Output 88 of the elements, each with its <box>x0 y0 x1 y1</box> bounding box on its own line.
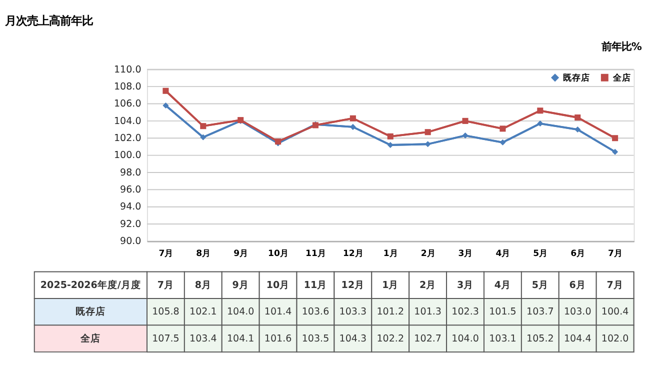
y-tick-label: 108.0 <box>114 81 142 92</box>
x-tick-label: 8月 <box>196 248 212 259</box>
data-label: 101.6 <box>264 333 292 344</box>
point <box>574 114 581 121</box>
data-label: 104.0 <box>452 333 479 344</box>
data-label: 103.6 <box>302 306 330 318</box>
text: 既存店 <box>76 306 106 318</box>
category-label: 12月 <box>341 280 365 291</box>
point <box>162 88 169 94</box>
point <box>387 142 394 148</box>
data-label: 104.0 <box>226 306 254 318</box>
data-label: 103.7 <box>526 306 554 318</box>
category-label: 11月 <box>304 280 328 291</box>
x-tick-label: 3月 <box>458 248 474 259</box>
y-tick-label: 92.0 <box>120 218 142 230</box>
text: 2025-2026年度/月度 <box>40 278 141 291</box>
x-tick-label: 6月 <box>570 248 586 259</box>
category-label: 5月 <box>532 280 548 291</box>
data-label: 101.5 <box>489 306 516 318</box>
text: 月次売上高前年比 <box>4 14 94 28</box>
data-label: 100.4 <box>601 306 629 318</box>
data-label: 103.0 <box>564 306 592 318</box>
point <box>537 108 544 114</box>
data-label: 107.5 <box>152 333 180 344</box>
y-tick-label: 90.0 <box>120 236 142 248</box>
data-label: 101.4 <box>264 306 292 318</box>
point <box>350 115 356 122</box>
data-label: 103.5 <box>302 333 330 344</box>
data-label: 102.2 <box>376 333 404 344</box>
category-label: 7月 <box>606 280 624 291</box>
data-label: 102.3 <box>452 306 479 318</box>
point <box>574 126 581 133</box>
category-label: 9月 <box>232 280 249 291</box>
point <box>200 134 206 140</box>
x-tick-label: 1月 <box>383 248 398 259</box>
data-label: 103.4 <box>190 333 217 344</box>
data-label: 101.2 <box>376 306 404 318</box>
y-tick-label: 96.0 <box>120 184 142 196</box>
data-label: 103.1 <box>489 333 516 344</box>
category-label: 6月 <box>569 280 586 291</box>
y-axis-title: 前年比% <box>600 40 642 53</box>
text: 全店 <box>80 333 101 344</box>
x-tick-label: 11月 <box>306 248 326 259</box>
data-label: 104.4 <box>564 333 592 344</box>
point <box>424 129 431 136</box>
point <box>612 135 618 142</box>
data-label: 104.3 <box>339 333 367 344</box>
data-label: 105.8 <box>152 306 180 318</box>
point <box>612 148 618 155</box>
point <box>462 118 468 124</box>
x-tick-label: 2月 <box>420 248 436 259</box>
y-tick-label: 104.0 <box>114 116 142 127</box>
category-label: 2月 <box>420 280 436 291</box>
data-label: 103.3 <box>339 306 367 318</box>
y-tick-label: 110.0 <box>114 64 142 76</box>
x-tick-label: 9月 <box>234 248 249 259</box>
x-tick-label: 12月 <box>342 248 364 259</box>
category-label: 7月 <box>157 280 174 291</box>
y-tick-label: 94.0 <box>120 202 142 213</box>
category-label: 1月 <box>382 280 399 291</box>
x-tick-label: 4月 <box>496 248 511 259</box>
y-tick-label: 98.0 <box>120 167 142 178</box>
legend-label: 既存店 <box>563 72 590 84</box>
x-tick-label: 7月 <box>608 248 624 259</box>
x-tick-label: 10月 <box>268 248 289 259</box>
point <box>162 102 169 108</box>
data-label: 102.1 <box>190 306 217 318</box>
data-label: 105.2 <box>526 333 554 344</box>
point <box>537 120 544 127</box>
data-label: 102.0 <box>601 333 629 344</box>
y-tick-label: 106.0 <box>114 98 142 110</box>
category-label: 8月 <box>194 280 212 291</box>
data-label: 102.7 <box>414 333 442 344</box>
category-label: 3月 <box>456 280 474 291</box>
point <box>462 132 468 139</box>
x-tick-label: 7月 <box>158 248 174 259</box>
y-tick-label: 102.0 <box>114 132 142 144</box>
category-label: 10月 <box>266 280 290 291</box>
category-label: 4月 <box>494 280 512 291</box>
data-label: 104.1 <box>226 333 254 344</box>
data-label: 101.3 <box>414 306 442 318</box>
point <box>387 133 394 140</box>
legend-label: 全店 <box>612 72 631 84</box>
point <box>500 126 506 132</box>
point <box>500 139 506 146</box>
x-tick-label: 5月 <box>533 248 548 259</box>
y-tick-label: 100.0 <box>114 150 142 162</box>
point <box>200 123 206 130</box>
